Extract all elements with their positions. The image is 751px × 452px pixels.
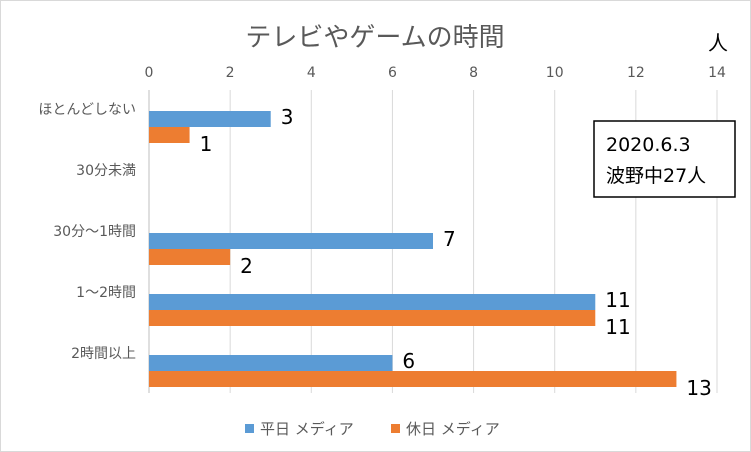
chart-title: テレビやゲームの時間 bbox=[245, 23, 504, 53]
bar-weekday bbox=[149, 233, 433, 249]
x-tick-label: 12 bbox=[627, 65, 645, 81]
x-axis-ticks: 0 2 4 6 8 10 12 14 bbox=[145, 65, 726, 81]
category-label: 30分未満 bbox=[76, 163, 136, 179]
annotation-box: 2020.6.3 波野中27人 bbox=[593, 120, 736, 198]
legend-swatch-holiday bbox=[391, 424, 400, 433]
bar-holiday bbox=[149, 310, 596, 326]
data-label: 3 bbox=[281, 105, 294, 129]
bar-holiday bbox=[149, 249, 231, 265]
bar-weekday bbox=[149, 355, 393, 371]
legend: 平日 メディア 休日 メディア bbox=[245, 420, 500, 438]
bar-holiday bbox=[149, 371, 677, 387]
data-label: 7 bbox=[443, 227, 456, 251]
x-tick-label: 4 bbox=[307, 65, 316, 81]
category-label: 2時間以上 bbox=[71, 346, 136, 362]
bar-weekday bbox=[149, 111, 271, 127]
data-label: 11 bbox=[605, 288, 630, 312]
x-tick-label: 10 bbox=[546, 65, 564, 81]
x-tick-label: 2 bbox=[226, 65, 235, 81]
bar-holiday bbox=[149, 127, 190, 143]
data-label: 11 bbox=[605, 315, 630, 339]
legend-label-weekday: 平日 メディア bbox=[260, 420, 354, 438]
annotation-date: 2020.6.3 bbox=[606, 134, 691, 156]
legend-label-holiday: 休日 メディア bbox=[406, 420, 500, 438]
data-label: 6 bbox=[402, 349, 415, 373]
x-tick-label: 8 bbox=[469, 65, 478, 81]
x-tick-label: 14 bbox=[708, 65, 726, 81]
x-tick-label: 6 bbox=[388, 65, 397, 81]
category-label: 1〜2時間 bbox=[76, 285, 136, 301]
bars bbox=[149, 111, 677, 387]
data-label: 2 bbox=[240, 254, 253, 278]
unit-label: 人 bbox=[708, 31, 728, 55]
annotation-frame bbox=[593, 120, 736, 198]
legend-swatch-weekday bbox=[245, 424, 254, 433]
y-axis-categories: ほとんどしない 30分未満 30分〜1時間 1〜2時間 2時間以上 bbox=[38, 102, 136, 362]
category-label: ほとんどしない bbox=[38, 102, 136, 118]
data-label: 13 bbox=[686, 376, 711, 400]
data-label: 1 bbox=[200, 132, 213, 156]
x-tick-label: 0 bbox=[145, 65, 154, 81]
annotation-count: 波野中27人 bbox=[606, 165, 706, 187]
data-labels: 3 7 11 6 1 2 11 13 bbox=[200, 105, 712, 400]
category-label: 30分〜1時間 bbox=[53, 224, 136, 240]
bar-weekday bbox=[149, 294, 596, 310]
